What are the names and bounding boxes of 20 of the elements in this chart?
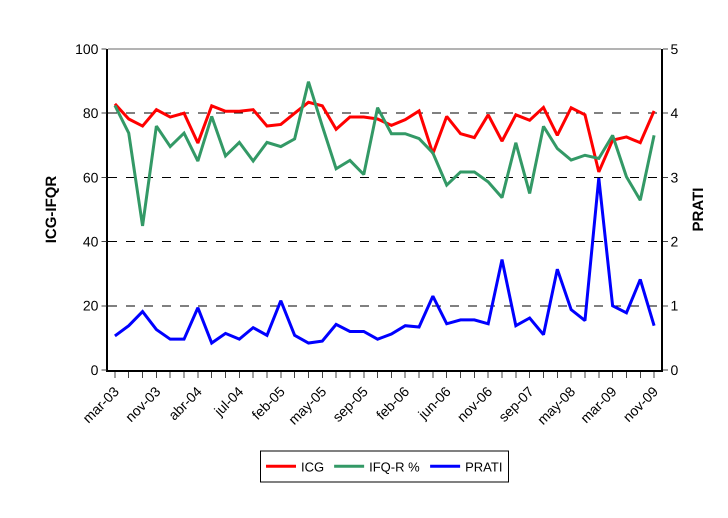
y-tick-label: 100 bbox=[75, 40, 99, 57]
y-tick-label: 60 bbox=[82, 169, 99, 186]
y-tick-label: 20 bbox=[82, 298, 99, 314]
legend-label: ICG bbox=[301, 459, 324, 474]
line-series bbox=[113, 100, 656, 174]
line-series bbox=[113, 176, 656, 345]
y-tick-label: 80 bbox=[82, 105, 99, 122]
y-tick-label: 40 bbox=[82, 234, 99, 250]
y2-tick-label: 3 bbox=[670, 169, 679, 186]
legend-label: PRATI bbox=[465, 459, 502, 474]
line-series bbox=[113, 80, 656, 228]
y-axis-title: ICG-IFQR bbox=[42, 176, 60, 244]
y2-tick-label: 5 bbox=[670, 40, 679, 57]
y2-tick-label: 2 bbox=[670, 234, 679, 250]
legend-label: IFQ-R % bbox=[369, 459, 420, 474]
y2-tick-label: 1 bbox=[670, 298, 679, 314]
y2-tick-label: 4 bbox=[670, 105, 679, 122]
y2-tick-label: 0 bbox=[670, 362, 679, 378]
y2-axis-title: PRATI bbox=[690, 188, 708, 232]
y-tick-label: 0 bbox=[90, 362, 99, 378]
